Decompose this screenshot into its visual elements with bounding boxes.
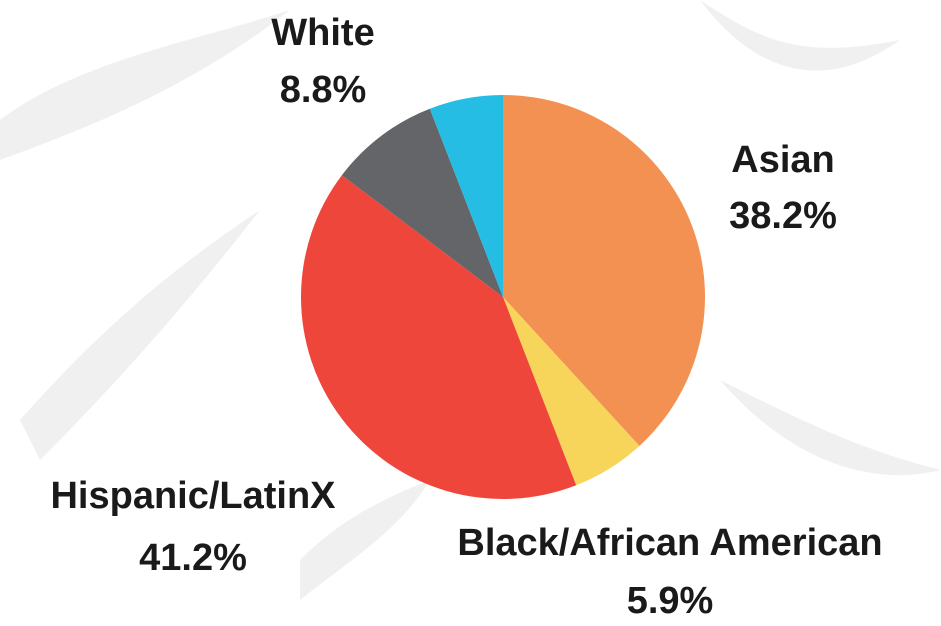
pie-slice	[341, 108, 503, 297]
slice-label: White	[271, 12, 374, 54]
slice-label: Black/African American	[457, 522, 882, 564]
slice-value-label: 38.2%	[729, 195, 837, 237]
slice-value-label: 5.9%	[627, 580, 714, 622]
pie-slice	[429, 95, 503, 297]
pie-slice	[301, 175, 577, 499]
pie-slice	[503, 297, 640, 486]
slice-label: Asian	[731, 139, 834, 181]
background-leaves	[0, 0, 941, 600]
slice-value-label: 8.8%	[280, 69, 367, 111]
pie-slice	[503, 95, 706, 446]
slice-label: Hispanic/LatinX	[50, 475, 336, 517]
slice-value-label: 41.2%	[139, 537, 247, 579]
